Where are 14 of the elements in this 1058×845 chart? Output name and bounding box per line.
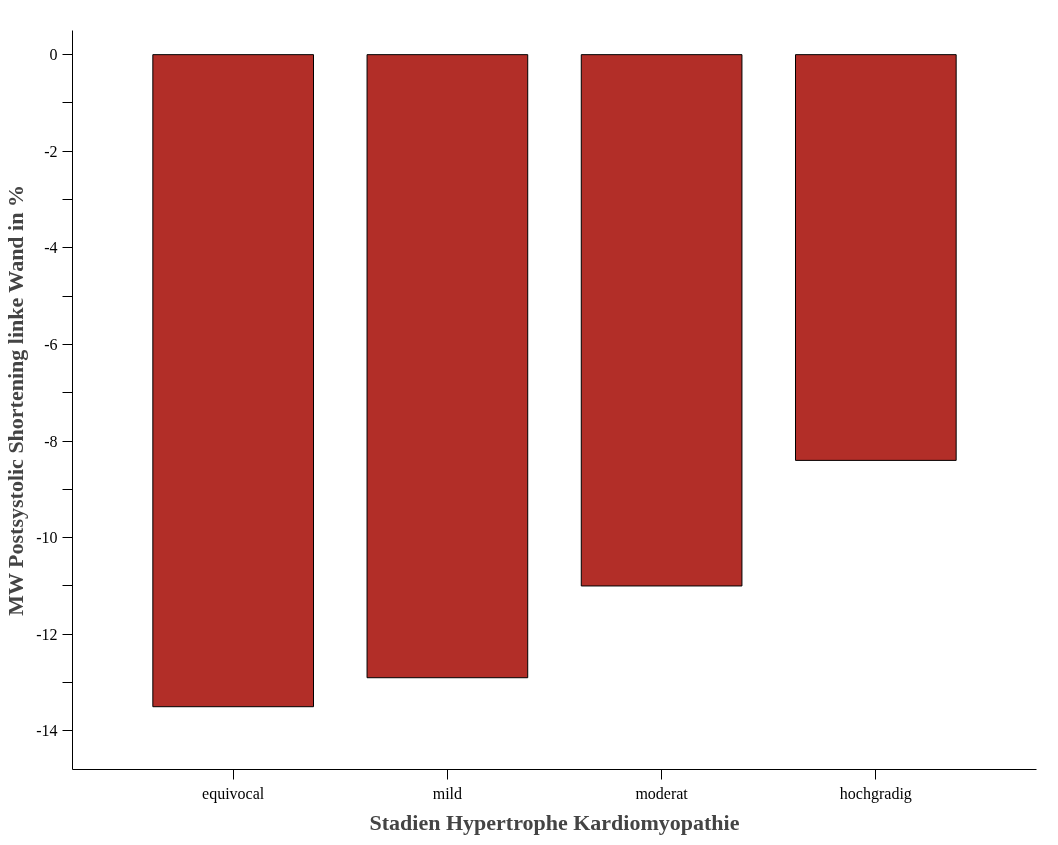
y-tick-label: -8 <box>44 432 58 450</box>
x-tick-label: hochgradig <box>839 784 912 803</box>
y-tick-label: -12 <box>36 625 58 643</box>
x-tick-label: moderat <box>635 784 689 802</box>
x-tick-label: equivocal <box>202 784 265 803</box>
x-tick-label: mild <box>432 784 463 802</box>
y-tick-label: 0 <box>49 46 58 64</box>
y-axis-title: MW Postsystolic Shortening linke Wand in % <box>3 185 29 616</box>
y-tick-label: -2 <box>44 142 58 160</box>
y-tick-label: -6 <box>44 335 58 353</box>
y-tick-label: -4 <box>44 239 58 257</box>
y-tick-label: -10 <box>36 529 58 547</box>
x-axis-title: Stadien Hypertrophe Kardiomyopathie <box>369 809 740 835</box>
y-tick-label: -14 <box>36 722 58 740</box>
